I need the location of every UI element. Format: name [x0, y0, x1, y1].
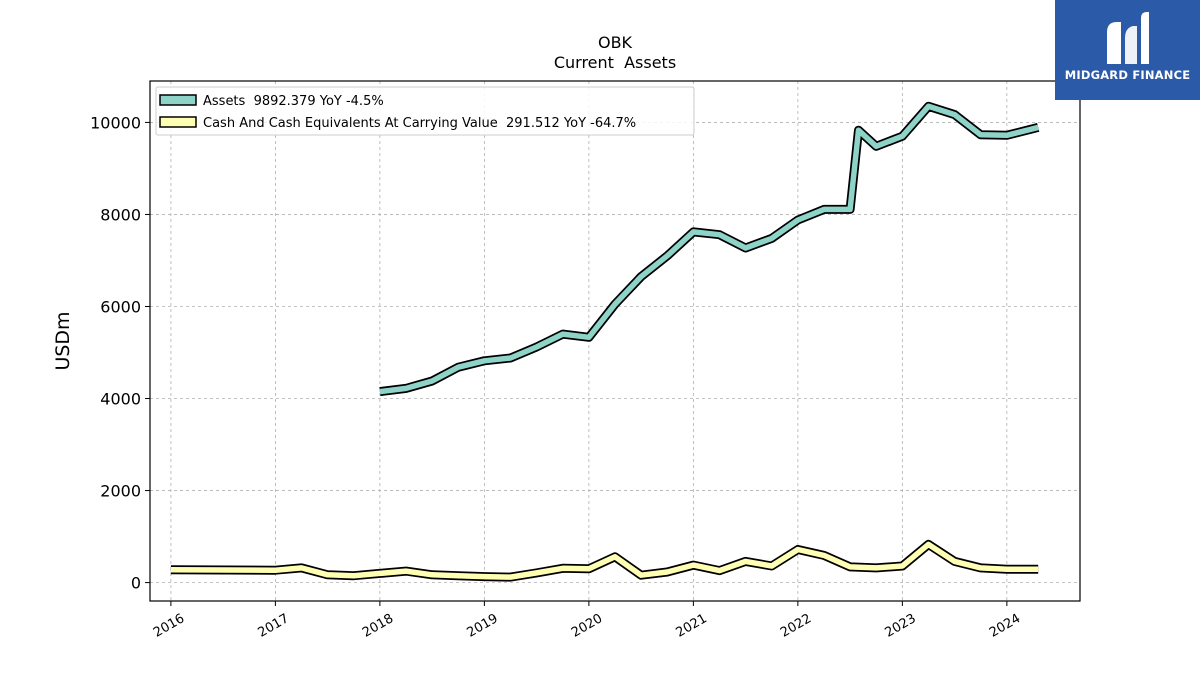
axis-ticks: 0 2000 4000 6000 8000 10000 2016 2017 2018 2019 20… — [90, 113, 1023, 640]
x-tick-label: 2017 — [256, 611, 292, 641]
x-tick-label: 2024 — [987, 611, 1023, 641]
y-tick-label: 10000 — [90, 113, 141, 132]
x-tick-label: 2023 — [883, 611, 919, 641]
x-tick-label: 2022 — [778, 611, 814, 641]
grid-lines — [150, 81, 1080, 601]
series-line-outline — [379, 101, 1040, 397]
chart-subtitle: Current Assets — [554, 53, 676, 72]
legend-label: Cash And Cash Equivalents At Carrying Va… — [203, 116, 636, 131]
legend: Assets 9892.379 YoY -4.5% Cash And Cash E… — [155, 86, 695, 136]
y-tick-label: 4000 — [100, 390, 141, 409]
plot-frame — [149, 80, 1081, 602]
midgard-logo-icon — [1107, 12, 1149, 64]
brand-logo: MIDGARD FINANCE — [1055, 0, 1200, 100]
y-axis-label: USDm — [52, 311, 74, 370]
x-tick-label: 2021 — [674, 611, 710, 641]
brand-name: MIDGARD FINANCE — [1064, 68, 1191, 82]
y-tick-label: 8000 — [100, 205, 141, 224]
y-tick-label: 2000 — [100, 482, 141, 501]
series-line — [379, 103, 1039, 395]
legend-swatch — [159, 94, 197, 106]
y-tick-label: 0 — [131, 574, 141, 593]
chart-title: OBK — [598, 33, 633, 52]
x-tick-label: 2018 — [360, 611, 396, 641]
x-tick-label: 2016 — [151, 611, 187, 641]
series-line — [170, 541, 1039, 580]
x-tick-label: 2020 — [569, 611, 605, 641]
series-lines — [170, 101, 1040, 582]
legend-label: Assets 9892.379 YoY -4.5% — [203, 94, 384, 109]
y-tick-label: 6000 — [100, 297, 141, 316]
x-tick-label: 2019 — [465, 611, 501, 641]
legend-box — [155, 86, 695, 136]
legend-swatch — [159, 116, 197, 128]
